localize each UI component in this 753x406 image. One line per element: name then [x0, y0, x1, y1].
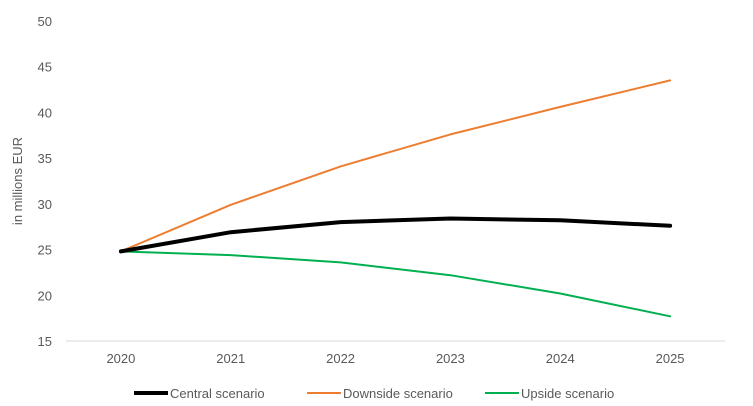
legend-item: Upside scenario	[485, 386, 614, 401]
x-tick-label: 2024	[546, 351, 575, 366]
y-axis-title: in millions EUR	[10, 137, 25, 225]
y-tick-label: 15	[38, 334, 52, 349]
legend-item: Downside scenario	[307, 386, 453, 401]
y-tick-label: 45	[38, 60, 52, 75]
series-line-upside-scenario	[119, 250, 672, 318]
legend-item: Central scenario	[134, 386, 265, 401]
series-line-central-scenario	[118, 216, 673, 254]
y-tick-label: 25	[38, 243, 52, 258]
x-tick-label: 2025	[656, 351, 685, 366]
x-tick-label: 2021	[216, 351, 245, 366]
y-tick-label: 20	[38, 288, 52, 303]
legend-label: Central scenario	[170, 386, 265, 401]
y-tick-label: 35	[38, 151, 52, 166]
legend-label: Upside scenario	[521, 386, 614, 401]
x-tick-label: 2020	[106, 351, 135, 366]
series-line-downside-scenario	[119, 79, 672, 253]
series-lines	[118, 79, 673, 318]
y-tick-label: 50	[38, 14, 52, 29]
legend-label: Downside scenario	[343, 386, 453, 401]
x-tick-label: 2023	[436, 351, 465, 366]
y-tick-label: 40	[38, 105, 52, 120]
y-tick-label: 30	[38, 197, 52, 212]
x-tick-label: 2022	[326, 351, 355, 366]
legend: Central scenario Downside scenario Upside …	[134, 386, 614, 401]
